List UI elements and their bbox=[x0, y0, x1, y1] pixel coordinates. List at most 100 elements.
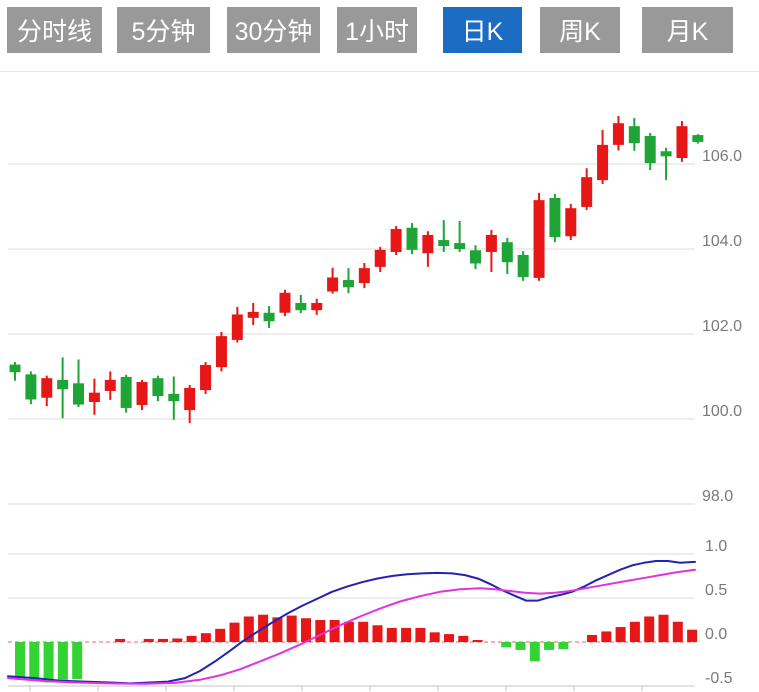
macd-histogram-bar bbox=[358, 621, 369, 642]
candle-body bbox=[533, 200, 545, 278]
macd-histogram-bar bbox=[43, 642, 54, 683]
candle-body bbox=[152, 378, 164, 397]
candle-body bbox=[327, 277, 339, 292]
candle-body bbox=[168, 393, 180, 402]
macd-histogram-bar bbox=[615, 627, 626, 642]
macd-histogram-bar bbox=[444, 634, 454, 642]
macd-histogram-bar bbox=[501, 642, 512, 648]
macd-histogram-bar bbox=[415, 627, 426, 642]
candle-body bbox=[470, 250, 482, 264]
candle-body bbox=[231, 314, 243, 340]
candle-body bbox=[57, 379, 69, 390]
macd-histogram-bar bbox=[200, 633, 211, 642]
macd-histogram-bar bbox=[386, 627, 397, 642]
candle-body bbox=[454, 243, 466, 249]
candle-body bbox=[311, 302, 323, 311]
macd-histogram-bar bbox=[629, 621, 640, 642]
macd-histogram-bar bbox=[72, 642, 83, 679]
price-axis-label: 98.0 bbox=[702, 488, 733, 505]
dif-line bbox=[7, 560, 696, 685]
macd-histogram-bar bbox=[529, 642, 540, 662]
candle-body bbox=[358, 268, 370, 283]
candle-body bbox=[25, 374, 37, 400]
macd-histogram-bar bbox=[15, 642, 25, 679]
candle-body bbox=[485, 234, 497, 252]
macd-histogram-bar bbox=[558, 642, 569, 650]
tab-weekly-k[interactable]: 周K bbox=[540, 7, 620, 53]
tab-monthly-k[interactable]: 月K bbox=[642, 7, 733, 53]
macd-histogram-bar bbox=[57, 642, 68, 680]
macd-histogram-bar bbox=[243, 616, 254, 642]
price-axis-label: 100.0 bbox=[702, 403, 742, 420]
candle-body bbox=[263, 312, 275, 322]
macd-histogram-bar bbox=[587, 634, 597, 642]
candle-body bbox=[136, 382, 148, 405]
candle-body bbox=[422, 234, 434, 254]
candle-body bbox=[279, 292, 291, 313]
macd-histogram-bar bbox=[158, 638, 168, 642]
candle-body bbox=[565, 208, 577, 237]
candle-body bbox=[597, 144, 609, 181]
price-axis-label: 104.0 bbox=[702, 233, 742, 250]
macd-axis-label: 1.0 bbox=[705, 538, 727, 555]
macd-histogram-bar bbox=[229, 622, 240, 642]
candle-body bbox=[295, 302, 307, 311]
candle-body bbox=[390, 229, 402, 252]
macd-histogram-bar bbox=[115, 638, 126, 642]
macd-histogram-bar bbox=[687, 629, 698, 642]
macd-histogram-bar bbox=[272, 617, 283, 642]
macd-histogram-bar bbox=[301, 618, 311, 642]
candle-body bbox=[184, 387, 196, 411]
tab-1hour[interactable]: 1小时 bbox=[337, 7, 417, 53]
macd-histogram-bar bbox=[401, 627, 412, 642]
macd-histogram-bar bbox=[429, 632, 440, 642]
candle-body bbox=[88, 392, 100, 402]
candle-body bbox=[549, 198, 561, 238]
candle-body bbox=[104, 379, 116, 391]
candle-body bbox=[41, 378, 53, 398]
candle-body bbox=[660, 151, 672, 157]
macd-histogram-bar bbox=[601, 631, 612, 642]
macd-histogram-bar bbox=[644, 616, 655, 642]
macd-histogram-bar bbox=[315, 620, 326, 642]
macd-histogram-bar bbox=[286, 615, 297, 642]
timeframe-tabbar: 分时线 5分钟 30分钟 1小时 日K 周K 月K bbox=[7, 7, 733, 53]
macd-axis-label: -0.5 bbox=[705, 670, 733, 687]
macd-histogram-bar bbox=[515, 642, 526, 650]
macd-histogram-bar bbox=[672, 621, 683, 642]
candle-body bbox=[676, 126, 688, 159]
candle-body bbox=[692, 135, 704, 142]
candle-body bbox=[200, 365, 212, 391]
macd-histogram-bar bbox=[544, 642, 555, 650]
macd-axis-label: 0.5 bbox=[705, 582, 727, 599]
macd-histogram-bar bbox=[372, 625, 383, 642]
macd-histogram-bar bbox=[458, 635, 469, 642]
candle-body bbox=[438, 240, 450, 247]
candle-body bbox=[612, 123, 624, 145]
candle-body bbox=[247, 311, 259, 318]
macd-histogram-bar bbox=[186, 635, 197, 642]
macd-histogram-bar bbox=[329, 620, 340, 642]
candle-body bbox=[73, 383, 85, 405]
price-axis-label: 106.0 bbox=[702, 148, 742, 165]
tab-time-share[interactable]: 分时线 bbox=[7, 7, 102, 53]
candle-body bbox=[9, 364, 21, 373]
tab-daily-k[interactable]: 日K bbox=[443, 7, 522, 53]
candle-body bbox=[406, 227, 418, 250]
candle-body bbox=[120, 376, 132, 408]
macd-histogram-bar bbox=[29, 642, 40, 680]
candle-body bbox=[215, 336, 227, 368]
macd-histogram-bar bbox=[658, 614, 669, 642]
candle-body bbox=[501, 242, 513, 263]
macd-histogram-bar bbox=[472, 640, 483, 642]
macd-histogram-bar bbox=[172, 638, 183, 642]
candle-body bbox=[581, 177, 593, 207]
tab-5min[interactable]: 5分钟 bbox=[117, 7, 210, 53]
candle-body bbox=[517, 254, 529, 278]
tab-30min[interactable]: 30分钟 bbox=[227, 7, 320, 53]
tabbar-divider bbox=[0, 71, 759, 72]
macd-histogram-bar bbox=[343, 621, 354, 642]
candle-body bbox=[644, 135, 656, 164]
dea-line bbox=[7, 568, 696, 685]
